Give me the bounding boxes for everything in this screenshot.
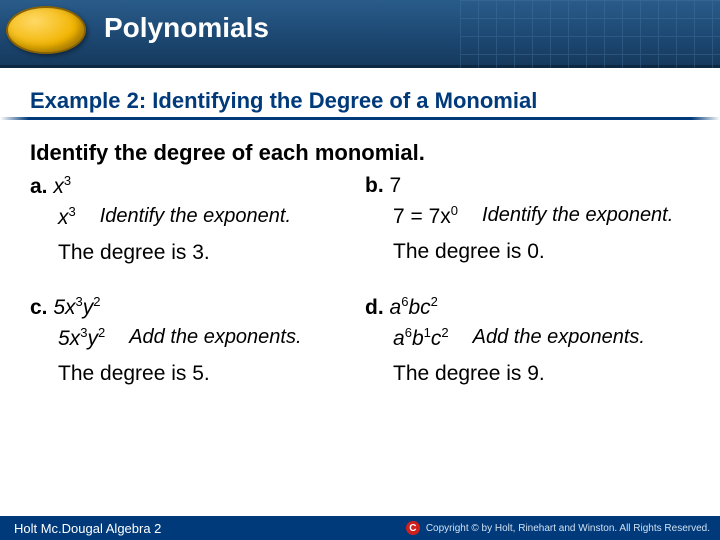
instruction-text: Identify the degree of each monomial. [30, 140, 690, 166]
item-c-hint: Add the exponents. [129, 324, 301, 351]
item-b-conclusion: The degree is 0. [393, 238, 690, 266]
item-b-line1: b. 7 [365, 172, 690, 200]
item-a-repeat: x3 [58, 203, 76, 232]
item-b-hint: Identify the exponent. [482, 202, 673, 229]
examples-grid: a. x3 x3 Identify the exponent. The degr… [30, 172, 690, 388]
item-c-label: c. [30, 296, 48, 319]
header-grid-decoration [460, 0, 720, 68]
example-underline [0, 117, 720, 120]
item-a: a. x3 x3 Identify the exponent. The degr… [30, 172, 355, 267]
item-a-line2: x3 Identify the exponent. [58, 203, 355, 232]
item-c-line1: c. 5x3y2 [30, 293, 355, 322]
item-b-label: b. [365, 174, 384, 197]
example-title-bar: Example 2: Identifying the Degree of a M… [0, 82, 720, 122]
item-b-expr: 7 [390, 174, 402, 197]
item-d-hint: Add the exponents. [473, 324, 645, 351]
item-b-line2: 7 = 7x0 Identify the exponent. [393, 202, 690, 231]
item-c-line2: 5x3y2 Add the exponents. [58, 324, 355, 353]
footer-right-text: Copyright © by Holt, Rinehart and Winsto… [426, 523, 710, 534]
content-area: Identify the degree of each monomial. a.… [0, 122, 720, 388]
item-b-repeat: 7 = 7x0 [393, 202, 458, 231]
copyright-badge-icon: C [406, 521, 420, 535]
item-c-conclusion: The degree is 5. [58, 360, 355, 388]
item-d: d. a6bc2 a6b1c2 Add the exponents. The d… [365, 293, 690, 388]
item-d-label: d. [365, 296, 384, 319]
item-c-expr: 5x3y2 [53, 296, 100, 319]
item-d-conclusion: The degree is 9. [393, 360, 690, 388]
header-oval-icon [6, 6, 86, 54]
example-title: Example 2: Identifying the Degree of a M… [30, 88, 702, 114]
item-a-label: a. [30, 175, 48, 198]
item-d-expr: a6bc2 [390, 296, 438, 319]
item-c-repeat: 5x3y2 [58, 324, 105, 353]
item-c: c. 5x3y2 5x3y2 Add the exponents. The de… [30, 293, 355, 388]
slide-header: Polynomials [0, 0, 720, 68]
footer-right: C Copyright © by Holt, Rinehart and Wins… [406, 521, 710, 535]
item-a-line1: a. x3 [30, 172, 355, 201]
item-b: b. 7 7 = 7x0 Identify the exponent. The … [365, 172, 690, 267]
item-d-repeat: a6b1c2 [393, 324, 449, 353]
footer-left-text: Holt Mc.Dougal Algebra 2 [14, 521, 161, 536]
header-title: Polynomials [104, 12, 269, 44]
item-d-line2: a6b1c2 Add the exponents. [393, 324, 690, 353]
item-a-hint: Identify the exponent. [100, 203, 291, 230]
item-a-conclusion: The degree is 3. [58, 239, 355, 267]
item-a-expr: x3 [53, 175, 71, 198]
slide-footer: Holt Mc.Dougal Algebra 2 C Copyright © b… [0, 516, 720, 540]
item-d-line1: d. a6bc2 [365, 293, 690, 322]
